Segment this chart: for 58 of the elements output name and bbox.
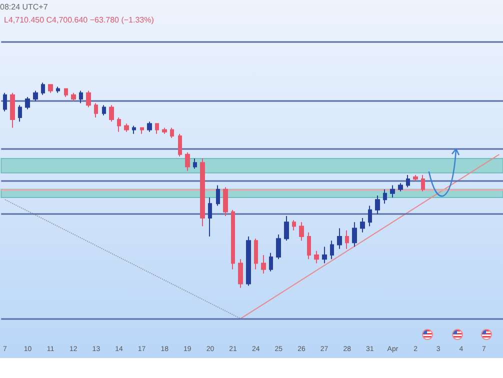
candlestick [71,92,76,102]
candlestick [398,182,403,192]
candlestick [238,258,243,288]
candlestick [64,88,68,98]
candlestick [276,234,281,260]
candlestick [193,158,197,170]
candlestick [330,240,334,260]
candlestick [208,197,212,238]
candlestick [94,102,98,118]
candlestick [269,252,273,272]
candlestick [86,90,91,108]
candlestick [375,194,380,214]
candlestick [223,186,228,216]
candlestick [292,220,296,231]
text: L4,710.450 C4,700.640 −63.780 (−1.33%) [4,16,154,24]
candlestick [170,127,174,139]
candlestick [307,232,311,260]
candlestick [185,152,190,172]
candlestick [246,236,251,286]
candlestick [314,250,319,264]
candlestick [322,246,327,264]
candlestick [368,205,372,227]
candlestick [261,254,266,274]
candlestick [18,104,22,122]
candlestick [390,184,395,198]
candlestick [147,121,152,132]
candlestick [10,92,15,128]
candlestick [155,123,159,134]
candlestick [231,209,235,270]
candlestick [33,90,38,102]
candlestick [352,222,357,248]
candlestick [117,116,121,132]
candlestick [337,228,342,250]
candlestick [109,104,114,122]
candlestick [200,158,205,227]
candlestick [25,96,30,110]
candlestick [421,174,425,192]
candlestick [360,218,365,233]
candlestick [56,86,60,94]
text: 08:24 UTC+7 [0,2,48,12]
candlestick [284,215,289,242]
candlestick [383,188,387,204]
candlestick [48,84,53,94]
candlestick [3,92,7,112]
candlestick [79,90,83,104]
candlestick [102,104,106,116]
candlestick [254,238,258,270]
candlestick [406,174,410,188]
candlestick [41,82,45,96]
candlestick [178,133,182,157]
candlestick [216,184,220,206]
candlestick [140,127,144,134]
candlestick [345,230,349,250]
candlestick [162,127,167,134]
candlestick [413,174,418,182]
candlestick [299,222,304,242]
candlestick [124,123,129,132]
candlestick [132,125,136,134]
